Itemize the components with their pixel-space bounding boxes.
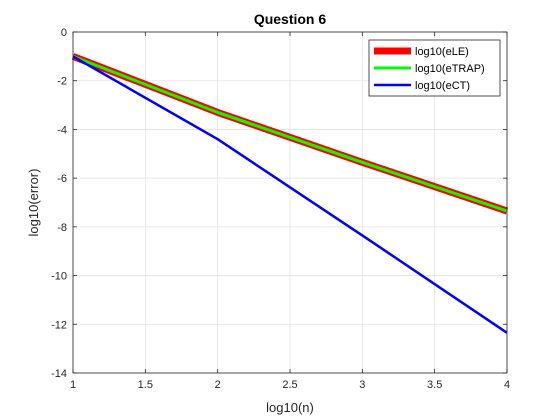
x-axis-label: log10(n) [266,400,314,415]
legend: log10(eLE) log10(eTRAP) log10(eCT) [368,39,501,97]
legend-label-3: log10(eCT) [415,80,470,92]
series-line-3 [72,55,508,334]
legend-label-2: log10(eTRAP) [415,63,485,75]
x-tick-label: 4 [504,379,510,391]
y-tick-label: 0 [61,27,67,39]
axis-ticks: 1 1.5 2 2.5 3 3.5 4 -14 -12 -10 -8 -6 -4 -2 0 [51,27,510,391]
y-tick-label: -6 [57,173,67,185]
y-tick-label: -2 [57,76,67,88]
y-tick-label: -14 [51,368,67,380]
x-tick-label: 3.5 [427,379,442,391]
y-axis-label: log10(error) [26,169,41,237]
y-tick-label: -8 [57,222,67,234]
x-tick-label: 2.5 [282,379,297,391]
y-tick-label: -4 [57,124,67,136]
y-tick-label: -12 [51,319,67,331]
y-tick-label: -10 [51,271,67,283]
x-tick-label: 1 [70,379,76,391]
x-tick-label: 1.5 [138,379,153,391]
chart-title: Question 6 [254,11,327,27]
series-line-2 [72,55,508,213]
legend-label-1: log10(eLE) [415,46,469,58]
x-tick-label: 2 [215,379,221,391]
series-lines [71,53,509,334]
x-tick-label: 3 [359,379,365,391]
